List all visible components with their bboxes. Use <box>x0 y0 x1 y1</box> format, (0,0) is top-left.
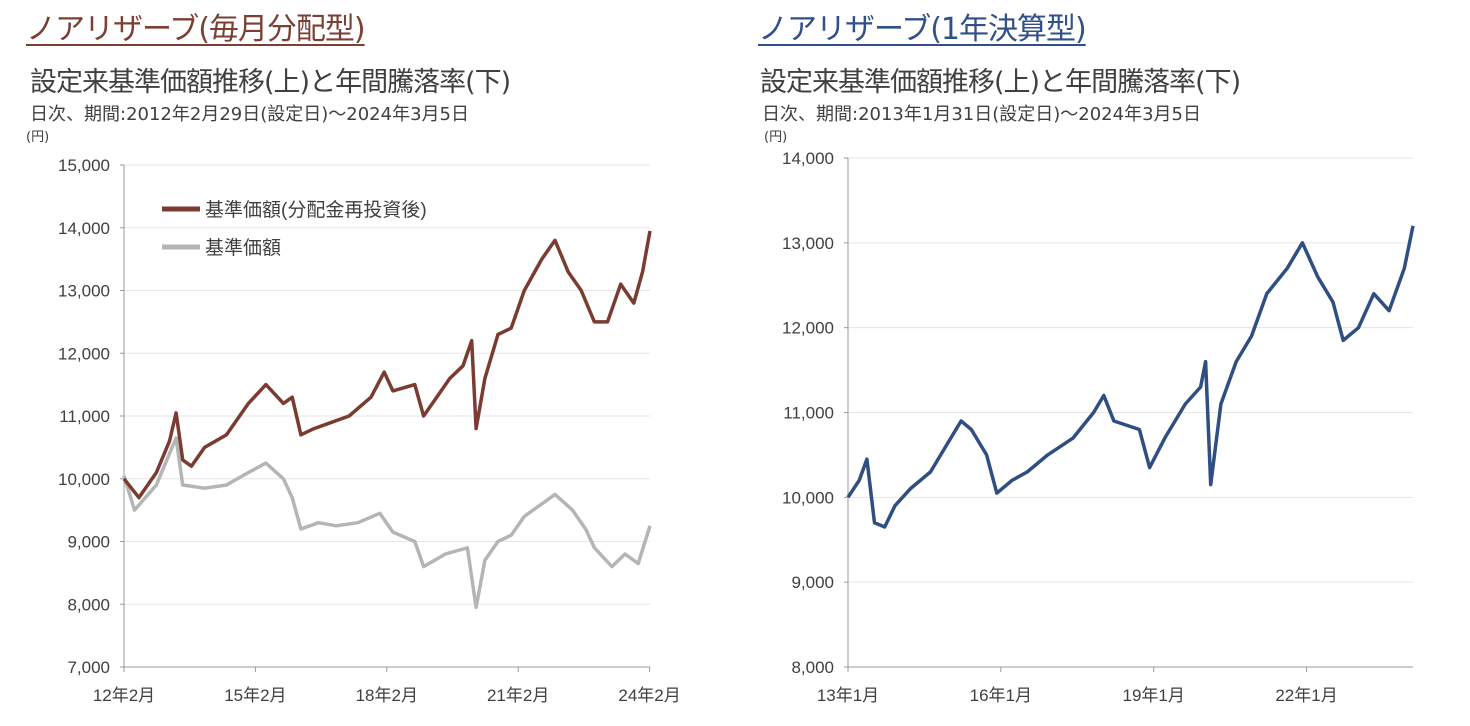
y-tick-label: 12,000 <box>782 319 834 338</box>
fund-title-annual: ノアリザーブ(1年決算型) <box>758 12 1087 47</box>
x-tick-label: 24年2月 <box>618 686 680 705</box>
series-line-reinvested <box>122 230 652 500</box>
x-tick-label: 13年1月 <box>817 686 879 705</box>
y-tick-label: 14,000 <box>782 149 834 168</box>
y-unit: (円) <box>764 130 788 145</box>
y-tick-label: 9,000 <box>67 533 110 552</box>
period-text: 日次、期間:2013年1月31日(設定日)～2024年3月5日 <box>762 104 1201 125</box>
y-tick-label: 13,000 <box>782 234 834 253</box>
x-tick-label: 18年2月 <box>356 686 418 705</box>
x-tick-label: 15年2月 <box>224 686 286 705</box>
y-unit: (円) <box>26 130 50 145</box>
y-tick-label: 7,000 <box>67 658 110 677</box>
x-tick-label: 19年1月 <box>1122 686 1184 705</box>
y-tick-label: 8,000 <box>791 658 834 677</box>
chart-title: 設定来基準価額推移(上)と年間騰落率(下) <box>30 67 511 98</box>
y-tick-label: 10,000 <box>782 488 834 507</box>
chart-title: 設定来基準価額推移(上)と年間騰落率(下) <box>760 67 1241 98</box>
legend-label: 基準価額(分配金再投資後) <box>205 199 427 221</box>
series-line-base <box>122 436 652 610</box>
y-tick-label: 12,000 <box>58 344 110 363</box>
legend-label: 基準価額 <box>205 237 281 259</box>
fund-title-monthly: ノアリザーブ(毎月分配型) <box>26 12 366 47</box>
series-line-one_year <box>846 225 1415 529</box>
y-tick-label: 11,000 <box>783 404 834 423</box>
y-tick-label: 10,000 <box>58 470 110 489</box>
x-tick-label: 22年1月 <box>1275 686 1337 705</box>
x-tick-label: 12年2月 <box>93 686 155 705</box>
chart-annual: 8,000 9,000 10,000 11,000 12,000 13,000 14,000… <box>782 149 1415 705</box>
y-tick-label: 13,000 <box>58 282 110 301</box>
y-tick-label: 9,000 <box>791 573 834 592</box>
y-tick-label: 8,000 <box>67 595 110 614</box>
y-tick-label: 11,000 <box>59 407 110 426</box>
x-tick-label: 16年1月 <box>970 686 1032 705</box>
period-text: 日次、期間:2012年2月29日(設定日)～2024年3月5日 <box>30 104 469 125</box>
x-tick-label: 21年2月 <box>487 686 549 705</box>
y-tick-label: 15,000 <box>58 156 110 175</box>
chart-monthly: 7,000 8,000 9,000 10,000 11,000 12,000 13,000 1… <box>58 156 681 705</box>
y-tick-label: 14,000 <box>58 219 110 238</box>
